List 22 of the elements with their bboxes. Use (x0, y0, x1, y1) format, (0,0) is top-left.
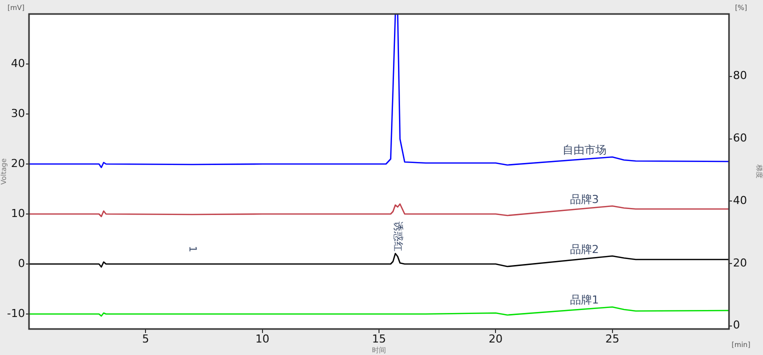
x-tick-label: 20 (488, 332, 503, 346)
series-label: 品牌1 (570, 293, 599, 306)
series-label: 品牌3 (570, 192, 599, 206)
series-label: 品牌2 (570, 243, 599, 256)
y2-tick-label: 0 (733, 318, 740, 332)
y2-tick-label: 20 (733, 256, 747, 270)
y-tick-label: 30 (11, 106, 25, 120)
y-tick-label: 40 (11, 56, 25, 70)
x-tick-label: 10 (255, 332, 270, 346)
series-label: 自由市场 (562, 143, 606, 156)
y-tick-label: 0 (18, 256, 25, 270)
y2-tick-label: 80 (733, 69, 747, 82)
x-tick-label: 15 (372, 332, 386, 346)
x-tick-label: 25 (605, 332, 620, 346)
x-tick-label: 5 (142, 332, 150, 346)
y2-tick-label: 60 (733, 132, 747, 145)
y-tick-label: 10 (11, 206, 25, 220)
y-tick-label: -10 (7, 306, 25, 320)
y2-tick-label: 40 (733, 194, 747, 207)
annotation: 1 (186, 246, 198, 252)
annotation: 诱惑红 (392, 222, 404, 252)
y-tick-label: 20 (11, 156, 25, 170)
